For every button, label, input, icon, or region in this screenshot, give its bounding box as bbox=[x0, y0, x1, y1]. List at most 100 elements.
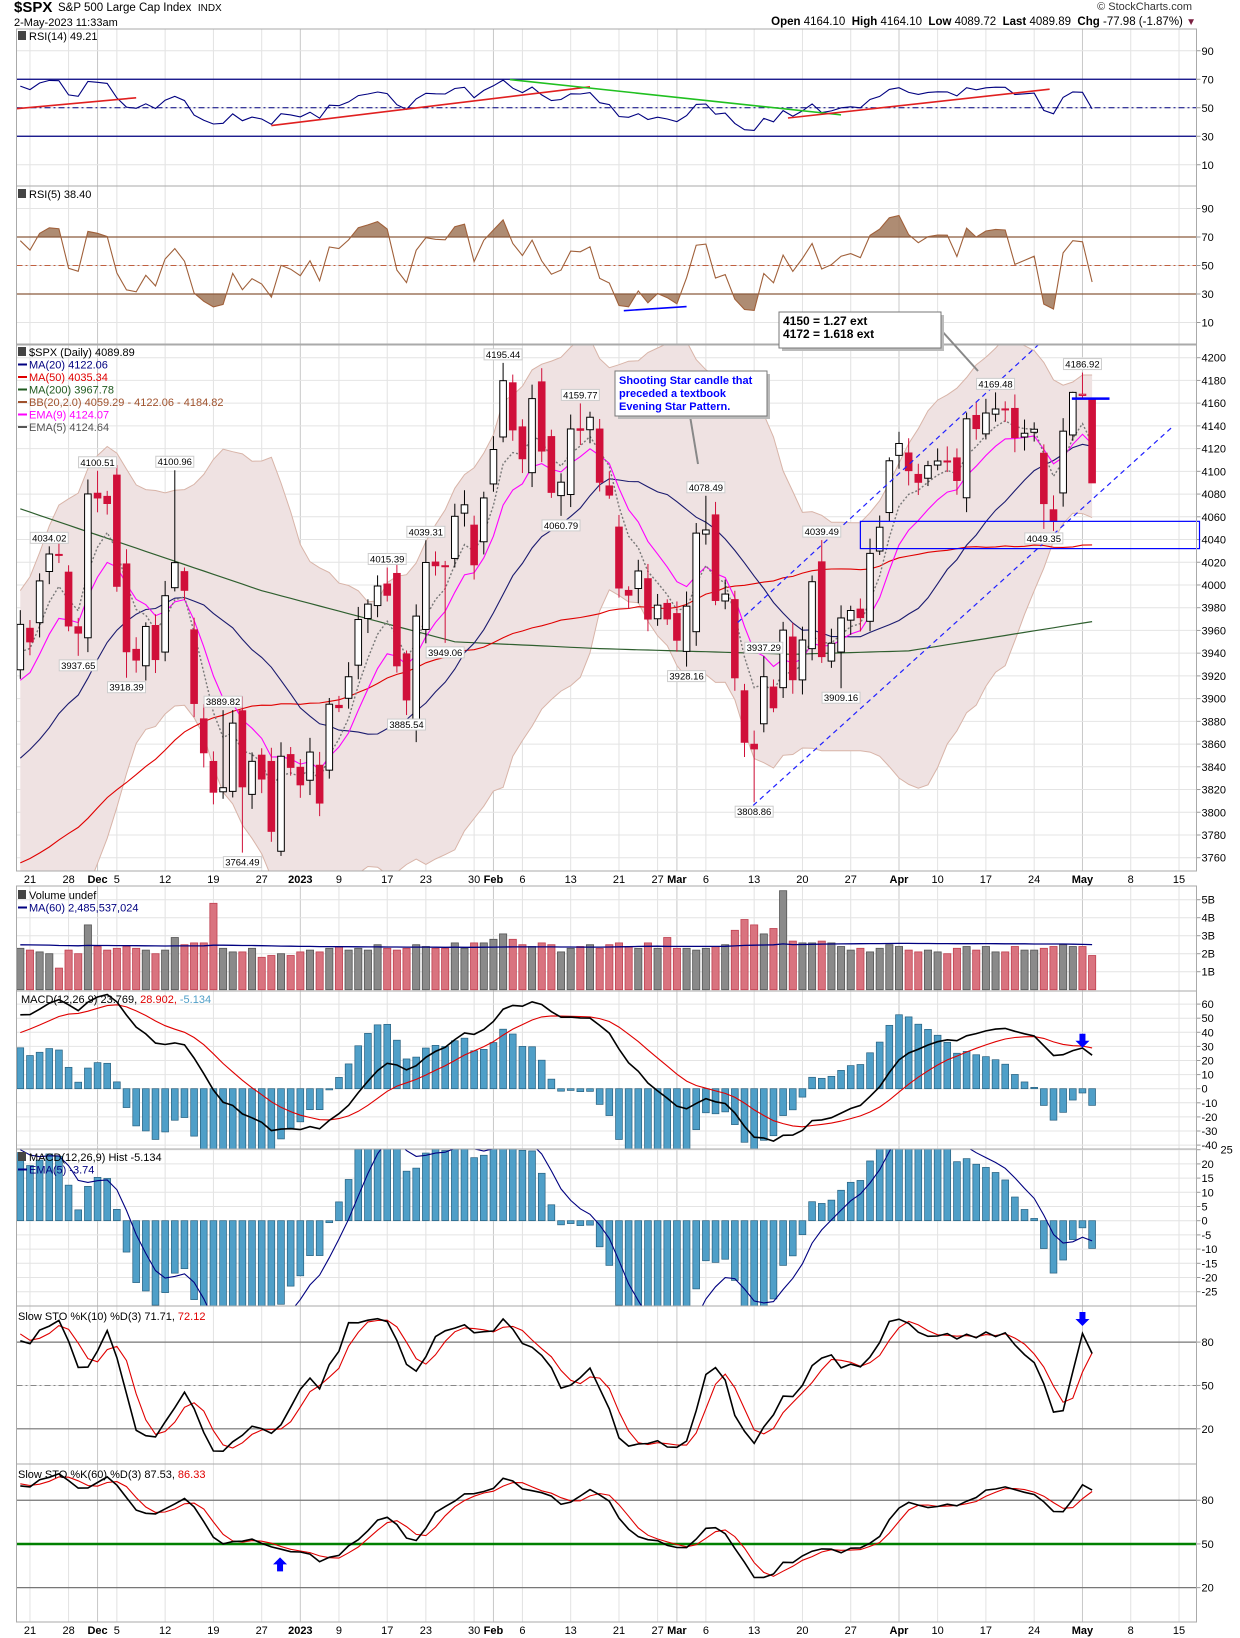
price-label: 4195.44 bbox=[483, 348, 523, 361]
price-label: 3808.86 bbox=[734, 805, 774, 818]
date-tick-label: 20 bbox=[796, 874, 808, 886]
axis-tick-label: 20 bbox=[1202, 1056, 1214, 1068]
price-label-box bbox=[367, 552, 407, 565]
volume-bar bbox=[547, 944, 556, 991]
candle bbox=[933, 448, 942, 471]
hist-bar bbox=[789, 1220, 797, 1257]
hist-bar bbox=[537, 1172, 546, 1222]
candle-body bbox=[238, 710, 247, 788]
candle bbox=[277, 742, 285, 856]
candle bbox=[682, 591, 691, 667]
date-tick-label: 6 bbox=[519, 874, 525, 886]
volume-bar bbox=[74, 953, 83, 991]
panel-rsi14: 90 70 50 30 10 RSI(14) 49.21 bbox=[16, 28, 1214, 187]
volume-bar bbox=[392, 949, 401, 991]
candle-body bbox=[393, 572, 401, 667]
volume-bar bbox=[1039, 947, 1048, 991]
macd-histogram-bar bbox=[489, 1042, 498, 1090]
candle-body bbox=[132, 648, 140, 661]
candle bbox=[219, 710, 227, 799]
ohlc-summary: Open 4164.10 High 4164.10 Low 4089.72 La… bbox=[771, 16, 1196, 29]
price-label-text: 4015.39 bbox=[370, 554, 404, 565]
candle bbox=[731, 590, 739, 691]
axis-tick-label: 2B bbox=[1202, 949, 1215, 961]
macd-histogram-bar bbox=[798, 1088, 807, 1098]
date-tick-label: 27 bbox=[651, 1625, 663, 1637]
date-tick-label: May bbox=[1072, 1625, 1094, 1637]
legend-chart-icon bbox=[18, 890, 26, 899]
axis-tick-label: -25 bbox=[1202, 1287, 1218, 1299]
hist-bar bbox=[412, 1167, 420, 1222]
volume-bar bbox=[933, 951, 942, 991]
hist-bar bbox=[1001, 1179, 1009, 1222]
macd-histogram-bar bbox=[624, 1088, 633, 1149]
axis-tick-label: 3780 bbox=[1202, 830, 1226, 842]
security-name: S&P 500 Large Cap Index INDX bbox=[58, 2, 222, 15]
axis-tick-label: 30 bbox=[1202, 1041, 1214, 1053]
axis-tick-label: 5 bbox=[1202, 1202, 1208, 1214]
price-label-box bbox=[802, 525, 842, 538]
candle-body bbox=[885, 460, 894, 514]
date-tick-label: Apr bbox=[890, 874, 910, 886]
volume-bar bbox=[711, 946, 720, 991]
price-label-text: 4100.96 bbox=[158, 457, 192, 468]
date-tick-label: 9 bbox=[336, 874, 342, 886]
macd-histogram-bar bbox=[93, 1062, 102, 1090]
macd-histogram-bar bbox=[441, 1046, 449, 1090]
candle bbox=[1020, 419, 1029, 451]
candle-body bbox=[740, 690, 749, 743]
candle bbox=[586, 411, 594, 444]
price-label-text: 4159.77 bbox=[563, 390, 597, 401]
macd-histogram-bar bbox=[557, 1088, 565, 1092]
hist-bar bbox=[798, 1220, 807, 1236]
macd-histogram-bar bbox=[267, 1088, 276, 1149]
legend-text: EMA(5) -3.74 bbox=[29, 1165, 94, 1177]
candle-body bbox=[721, 593, 729, 602]
hist-bar bbox=[219, 1220, 227, 1306]
axis-tick-label: 50 bbox=[1202, 261, 1214, 273]
candle-body bbox=[788, 636, 797, 681]
macd-histogram-bar bbox=[45, 1048, 54, 1090]
candle bbox=[1069, 391, 1077, 441]
candle-body bbox=[142, 625, 150, 667]
macd-histogram-bar bbox=[972, 1054, 980, 1090]
macd-histogram-bar bbox=[518, 1046, 527, 1090]
date-tick-label: 13 bbox=[565, 874, 577, 886]
hist-bar bbox=[161, 1220, 169, 1293]
candle bbox=[142, 622, 150, 681]
price-label: 4039.49 bbox=[802, 525, 842, 538]
candle-body bbox=[180, 571, 189, 591]
candle bbox=[373, 575, 382, 618]
volume-bar bbox=[663, 937, 672, 991]
candle-body bbox=[586, 416, 594, 431]
hist-bar bbox=[1069, 1220, 1077, 1240]
candle bbox=[953, 448, 961, 495]
trendline bbox=[737, 345, 1039, 623]
open-label: Open bbox=[771, 16, 801, 28]
candle bbox=[228, 710, 237, 798]
volume-bar bbox=[788, 940, 797, 991]
candle bbox=[431, 551, 440, 576]
axis-tick-label: 3760 bbox=[1202, 853, 1226, 865]
axis-tick-label: 4040 bbox=[1202, 535, 1226, 547]
price-label-text: 3949.06 bbox=[428, 648, 462, 659]
axis-tick-label: 3920 bbox=[1202, 671, 1226, 683]
price-label-box bbox=[734, 805, 774, 818]
volume-ma60-line bbox=[20, 942, 1093, 948]
macd-histogram-bar bbox=[325, 1088, 334, 1091]
axis-tick-label: 70 bbox=[1202, 74, 1214, 86]
macd-histogram-bar bbox=[808, 1076, 816, 1090]
axis-tick-label: 1B bbox=[1202, 967, 1215, 979]
hist-bar bbox=[1049, 1220, 1058, 1274]
candle-body bbox=[431, 561, 440, 567]
price-label: 4060.79 bbox=[541, 519, 581, 532]
axis-tick-label: -40 bbox=[1202, 1140, 1218, 1152]
hist-bar bbox=[624, 1220, 633, 1306]
candle bbox=[885, 457, 894, 522]
candle bbox=[788, 622, 797, 694]
candle bbox=[103, 490, 112, 515]
axis-tick-label: 3880 bbox=[1202, 716, 1226, 728]
date-tick-label: 13 bbox=[565, 1625, 577, 1637]
macd-histogram-bar bbox=[760, 1088, 768, 1141]
